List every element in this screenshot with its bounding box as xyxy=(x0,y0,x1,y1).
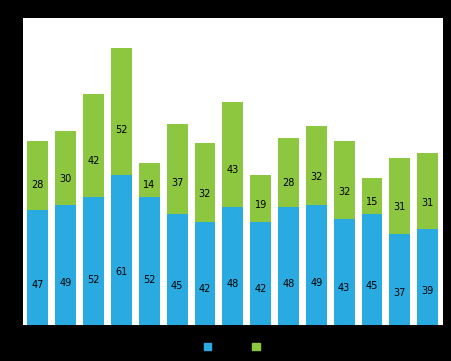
Bar xyxy=(83,94,104,197)
Text: 52: 52 xyxy=(143,275,155,285)
Bar xyxy=(222,101,243,207)
Text: 14: 14 xyxy=(143,180,155,190)
Text: 39: 39 xyxy=(421,286,433,296)
Bar xyxy=(416,153,437,229)
Bar xyxy=(194,222,215,325)
Text: 42: 42 xyxy=(198,284,211,294)
Bar xyxy=(28,209,48,325)
Bar xyxy=(55,205,76,325)
Bar xyxy=(333,219,354,325)
Text: 49: 49 xyxy=(60,278,72,288)
Bar xyxy=(83,197,104,325)
Bar xyxy=(111,48,132,175)
Text: 37: 37 xyxy=(170,178,183,188)
Bar xyxy=(249,175,271,222)
Bar xyxy=(277,138,298,207)
Text: 43: 43 xyxy=(226,165,239,175)
Text: 28: 28 xyxy=(32,180,44,191)
Text: 61: 61 xyxy=(115,268,127,278)
Bar xyxy=(416,229,437,325)
Bar xyxy=(166,214,187,325)
Text: 30: 30 xyxy=(60,174,72,184)
Text: 42: 42 xyxy=(254,284,266,294)
Bar xyxy=(333,141,354,219)
Text: 48: 48 xyxy=(226,279,239,289)
Bar xyxy=(138,197,159,325)
Text: 31: 31 xyxy=(393,203,405,212)
Bar xyxy=(166,123,187,214)
Text: 47: 47 xyxy=(32,279,44,290)
Legend: , : , xyxy=(203,342,262,352)
Text: 48: 48 xyxy=(282,279,294,289)
Text: 32: 32 xyxy=(337,187,350,197)
Text: 42: 42 xyxy=(87,156,100,166)
Bar xyxy=(361,214,382,325)
Bar xyxy=(55,131,76,205)
Bar xyxy=(277,207,298,325)
Text: 19: 19 xyxy=(254,200,266,210)
Bar xyxy=(305,126,326,205)
Text: 45: 45 xyxy=(365,281,377,291)
Text: 49: 49 xyxy=(309,278,322,288)
Bar xyxy=(361,178,382,214)
Bar xyxy=(222,207,243,325)
Bar xyxy=(28,141,48,209)
Text: 28: 28 xyxy=(281,178,294,188)
Text: 52: 52 xyxy=(115,126,127,135)
Text: 32: 32 xyxy=(309,172,322,182)
Bar xyxy=(194,143,215,222)
Text: 31: 31 xyxy=(421,197,433,208)
Text: 52: 52 xyxy=(87,275,100,285)
Text: 43: 43 xyxy=(337,283,350,293)
Bar xyxy=(305,205,326,325)
Text: 45: 45 xyxy=(170,281,183,291)
Bar xyxy=(249,222,271,325)
Bar xyxy=(138,163,159,197)
Bar xyxy=(388,234,410,325)
Text: 37: 37 xyxy=(393,288,405,298)
Text: 15: 15 xyxy=(365,196,377,206)
Text: 32: 32 xyxy=(198,189,211,199)
Bar xyxy=(388,158,410,234)
Bar xyxy=(111,175,132,325)
